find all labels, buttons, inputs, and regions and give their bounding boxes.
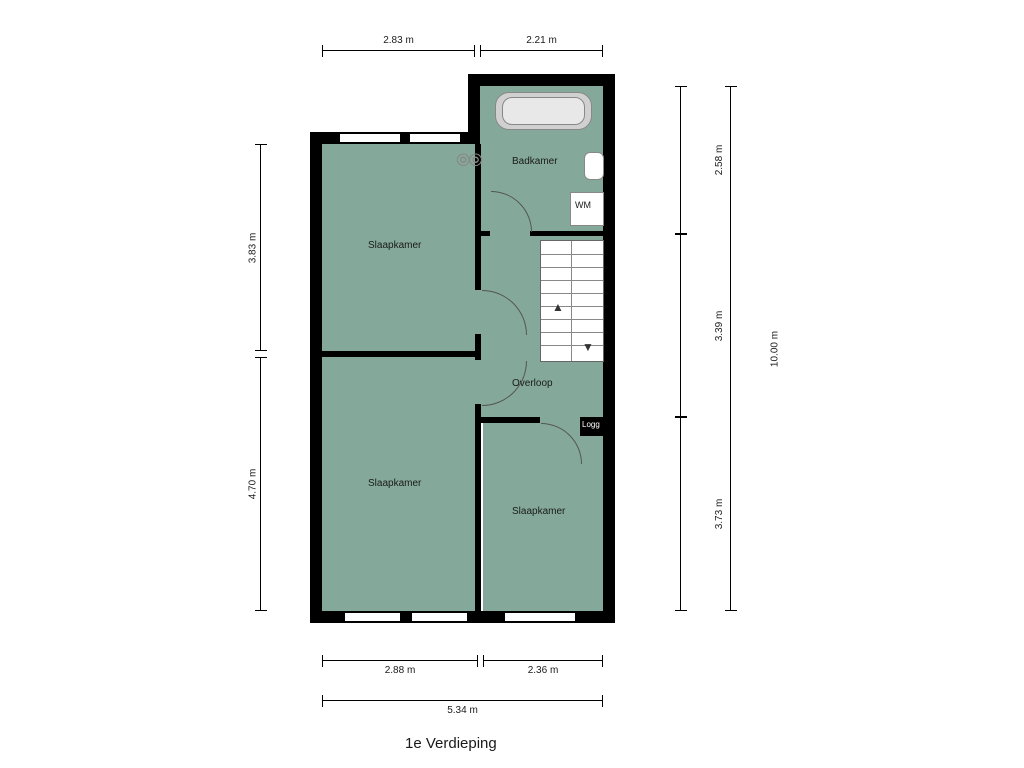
- wall-outer-step: [468, 86, 480, 144]
- floor-plan-canvas: WM ▲ ▼ ⦾⦾ Logg Slaapkamer Slaapkamer Sla…: [0, 0, 1024, 768]
- stairs-arrow-up: ▲: [552, 300, 564, 314]
- stairs-arrow-down: ▼: [582, 340, 594, 354]
- dim-bottom-far-1: 5.34 m: [322, 700, 603, 701]
- window-bottom-1: [345, 611, 400, 623]
- fixture-loggia: Logg: [580, 418, 604, 436]
- fixture-radiator: ⦾⦾: [456, 150, 481, 171]
- dim-bottom-near-2-label: 2.36 m: [483, 665, 603, 676]
- dim-top-2-label: 2.21 m: [480, 35, 603, 46]
- wall-gap-door-top-bedroom: [475, 290, 481, 334]
- dim-left-2-label: 4.70 m: [248, 469, 259, 500]
- dim-right-near-3-label: 3.73 m: [714, 499, 725, 530]
- label-wm: WM: [575, 200, 591, 210]
- dim-bottom-far-1-label: 5.34 m: [322, 705, 603, 716]
- plan-title: 1e Verdieping: [405, 735, 497, 752]
- dim-left-2: 4.70 m: [260, 357, 261, 611]
- wall-outer-right: [603, 74, 615, 623]
- dim-bottom-near-1-label: 2.88 m: [322, 665, 478, 676]
- fixture-stairs: [540, 240, 604, 362]
- wall-outer-left: [310, 132, 322, 623]
- dim-right-near-1: 2.58 m: [680, 86, 681, 234]
- wall-gap-door-rb: [540, 417, 580, 423]
- dim-right-near-3: 3.73 m: [680, 417, 681, 611]
- dim-bottom-near-2: 2.36 m: [483, 660, 603, 661]
- dim-left-1: 3.83 m: [260, 144, 261, 351]
- fixture-bathtub: [495, 92, 592, 130]
- dim-top-1: 2.83 m: [322, 50, 475, 51]
- label-bedroom-right: Slaapkamer: [512, 506, 565, 517]
- label-loggia: Logg: [582, 420, 600, 429]
- window-bottom-2: [412, 611, 467, 623]
- dim-right-far-1-label: 10.00 m: [770, 330, 781, 366]
- window-top-left-2: [410, 132, 460, 144]
- wall-outer-top-right: [468, 74, 615, 86]
- dim-right-near-1-label: 2.58 m: [714, 145, 725, 176]
- dim-right-near-2-label: 3.39 m: [714, 310, 725, 341]
- window-bottom-3: [505, 611, 575, 623]
- dim-right-near-2: 3.39 m: [680, 234, 681, 417]
- fixture-toilet: [584, 152, 604, 180]
- dim-top-2: 2.21 m: [480, 50, 603, 51]
- dim-left-1-label: 3.83 m: [248, 232, 259, 263]
- wall-inner-h-mid-left: [322, 351, 478, 357]
- dim-top-1-label: 2.83 m: [322, 35, 475, 46]
- label-bathroom: Badkamer: [512, 156, 558, 167]
- label-bedroom-bottom: Slaapkamer: [368, 478, 421, 489]
- window-top-left: [340, 132, 400, 144]
- label-landing: Overloop: [512, 378, 553, 389]
- label-bedroom-top: Slaapkamer: [368, 240, 421, 251]
- wall-gap-door-bottom-bedroom: [475, 360, 481, 404]
- dim-bottom-near-1: 2.88 m: [322, 660, 478, 661]
- dim-right-far-1: 10.00 m: [730, 86, 731, 611]
